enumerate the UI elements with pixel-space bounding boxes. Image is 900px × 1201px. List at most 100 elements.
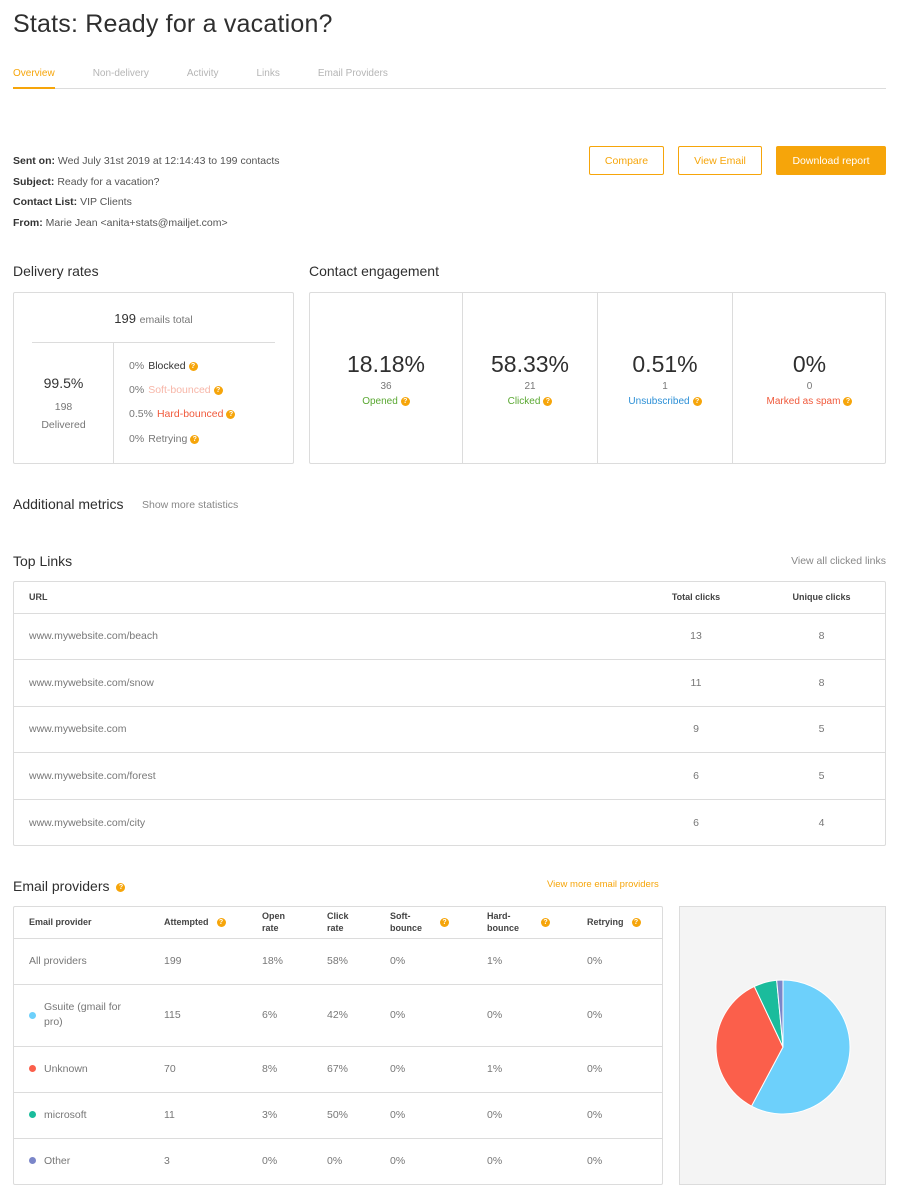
- top-links-title: Top Links: [13, 553, 73, 569]
- attempted-value: 11: [164, 1092, 262, 1139]
- opened-label-row: Opened?: [310, 396, 462, 407]
- help-icon[interactable]: ?: [188, 361, 198, 371]
- contact-engagement-card: 18.18% 36 Opened? 58.33% 21 Clicked? 0.5…: [309, 292, 886, 464]
- pie-slice-gsuite-gmail-for-pro[interactable]: [750, 979, 851, 1115]
- hard-bounce-value: 1%: [487, 1046, 587, 1093]
- open-rate-header-line2: rate: [262, 923, 279, 934]
- attempted-value: 115: [164, 984, 262, 1047]
- spam-label: Marked as spam: [766, 396, 841, 407]
- legend-dot: [29, 1157, 36, 1165]
- provider-name: Other: [44, 1154, 71, 1167]
- clicked-label: Clicked: [507, 396, 541, 407]
- table-row: Unknown 70 8% 67% 0% 1% 0%: [14, 1046, 662, 1093]
- help-icon[interactable]: ?: [400, 396, 410, 406]
- open-rate-value: 3%: [262, 1092, 327, 1139]
- download-report-button[interactable]: Download report: [776, 146, 886, 175]
- help-icon[interactable]: ?: [216, 918, 226, 928]
- unique-clicks: 5: [758, 706, 885, 753]
- tab-email-providers[interactable]: Email Providers: [317, 68, 388, 79]
- opened-percent: 18.18%: [346, 351, 425, 377]
- spam-count: 0: [806, 381, 813, 392]
- help-icon[interactable]: ?: [541, 917, 551, 927]
- hard-bounce-header-line2: bounce: [487, 923, 520, 934]
- provider-name: microsoft: [44, 1108, 87, 1121]
- link-url: www.mywebsite.com/beach: [14, 613, 634, 660]
- unsubscribed-percent: 0.51%: [632, 351, 698, 377]
- blocked-row: 0% Blocked?: [129, 360, 198, 372]
- retrying-header-label: Retrying: [587, 917, 624, 928]
- delivered-count: 198: [54, 401, 73, 413]
- help-icon[interactable]: ?: [843, 396, 853, 406]
- soft-bounce-value: 0%: [390, 1092, 487, 1139]
- retrying-percent: 0%: [129, 433, 145, 445]
- engagement-opened: 18.18% 36 Opened?: [310, 293, 462, 463]
- provider-cell: Other: [14, 1138, 164, 1184]
- table-row: www.mywebsite.com 9 5: [14, 706, 885, 753]
- engagement-unsubscribed: 0.51% 1 Unsubscribed?: [597, 293, 732, 463]
- pie-slice-other[interactable]: [776, 979, 784, 1048]
- blocked-label: Blocked: [148, 360, 186, 372]
- column-header-provider: Email provider: [14, 907, 164, 939]
- spam-label-row: Marked as spam?: [733, 396, 886, 407]
- tab-activity[interactable]: Activity: [186, 68, 219, 79]
- unique-clicks: 8: [758, 659, 885, 707]
- delivered-label: Delivered: [41, 419, 86, 431]
- tab-overview[interactable]: Overview: [13, 68, 55, 89]
- from-label: From:: [13, 216, 43, 229]
- tab-links[interactable]: Links: [256, 68, 280, 79]
- divider: [113, 342, 114, 463]
- provider-cell: Unknown: [14, 1046, 164, 1093]
- blocked-percent: 0%: [129, 360, 145, 372]
- table-row: microsoft 11 3% 50% 0% 0% 0%: [14, 1092, 662, 1139]
- emails-total: 199 emails total: [14, 311, 293, 326]
- open-rate-value: 8%: [262, 1046, 327, 1093]
- help-icon[interactable]: ?: [116, 882, 126, 892]
- help-icon[interactable]: ?: [631, 918, 641, 928]
- click-rate-value: 50%: [327, 1092, 390, 1139]
- open-rate-value: 18%: [262, 938, 327, 985]
- click-rate-value: 67%: [327, 1046, 390, 1093]
- campaign-meta: Sent on: Wed July 31st 2019 at 12:14:43 …: [13, 151, 280, 233]
- hard-bounce-value: 1%: [487, 938, 587, 985]
- retrying-value: 0%: [587, 1046, 662, 1093]
- help-icon[interactable]: ?: [190, 434, 200, 444]
- soft-bounced-label: Soft-bounced: [148, 384, 211, 396]
- sent-on-row: Sent on: Wed July 31st 2019 at 12:14:43 …: [13, 151, 280, 172]
- tab-non-delivery[interactable]: Non-delivery: [92, 68, 149, 79]
- click-rate-header-line2: rate: [327, 923, 344, 934]
- total-clicks: 11: [634, 659, 758, 707]
- open-rate-value: 6%: [262, 984, 327, 1047]
- spam-percent: 0%: [792, 351, 827, 377]
- help-icon[interactable]: ?: [226, 409, 236, 419]
- legend-dot: [29, 1065, 36, 1073]
- click-rate-value: 58%: [327, 938, 390, 985]
- contact-list-row: Contact List: VIP Clients: [13, 192, 280, 213]
- view-email-button[interactable]: View Email: [678, 146, 762, 175]
- link-url: www.mywebsite.com/city: [29, 816, 146, 829]
- help-icon[interactable]: ?: [440, 917, 450, 927]
- clicked-percent: 58.33%: [490, 351, 569, 377]
- unsubscribed-label: Unsubscribed: [628, 396, 690, 407]
- delivery-rates-title: Delivery rates: [13, 263, 99, 279]
- hard-bounce-value: 0%: [487, 1092, 587, 1139]
- help-icon[interactable]: ?: [543, 396, 553, 406]
- column-header-hard-bounce: Hard-bounce?: [487, 907, 587, 939]
- contact-engagement-title: Contact engagement: [309, 263, 439, 279]
- compare-button[interactable]: Compare: [589, 146, 664, 175]
- emails-total-label: emails total: [139, 314, 193, 326]
- subject-label: Subject:: [13, 175, 55, 188]
- provider-name: Gsuite (gmail for pro): [44, 1001, 122, 1028]
- table-row: www.mywebsite.com/forest 6 5: [14, 752, 885, 800]
- view-all-clicked-links[interactable]: View all clicked links: [791, 555, 886, 567]
- help-icon[interactable]: ?: [692, 396, 702, 406]
- pie-slice-unknown[interactable]: [715, 985, 784, 1107]
- column-header-soft-bounce: Soft-bounce?: [390, 907, 487, 939]
- view-more-email-providers[interactable]: View more email providers: [547, 879, 659, 890]
- provider-name: Unknown: [44, 1062, 88, 1075]
- show-more-statistics-link[interactable]: Show more statistics: [142, 499, 239, 511]
- table-row: All providers 199 18% 58% 0% 1% 0%: [14, 938, 662, 985]
- contact-list-label: Contact List:: [13, 196, 78, 208]
- help-icon[interactable]: ?: [213, 385, 223, 395]
- table-header: Email provider Attempted? Open rate Click…: [14, 907, 662, 939]
- click-rate-value: 42%: [327, 984, 390, 1047]
